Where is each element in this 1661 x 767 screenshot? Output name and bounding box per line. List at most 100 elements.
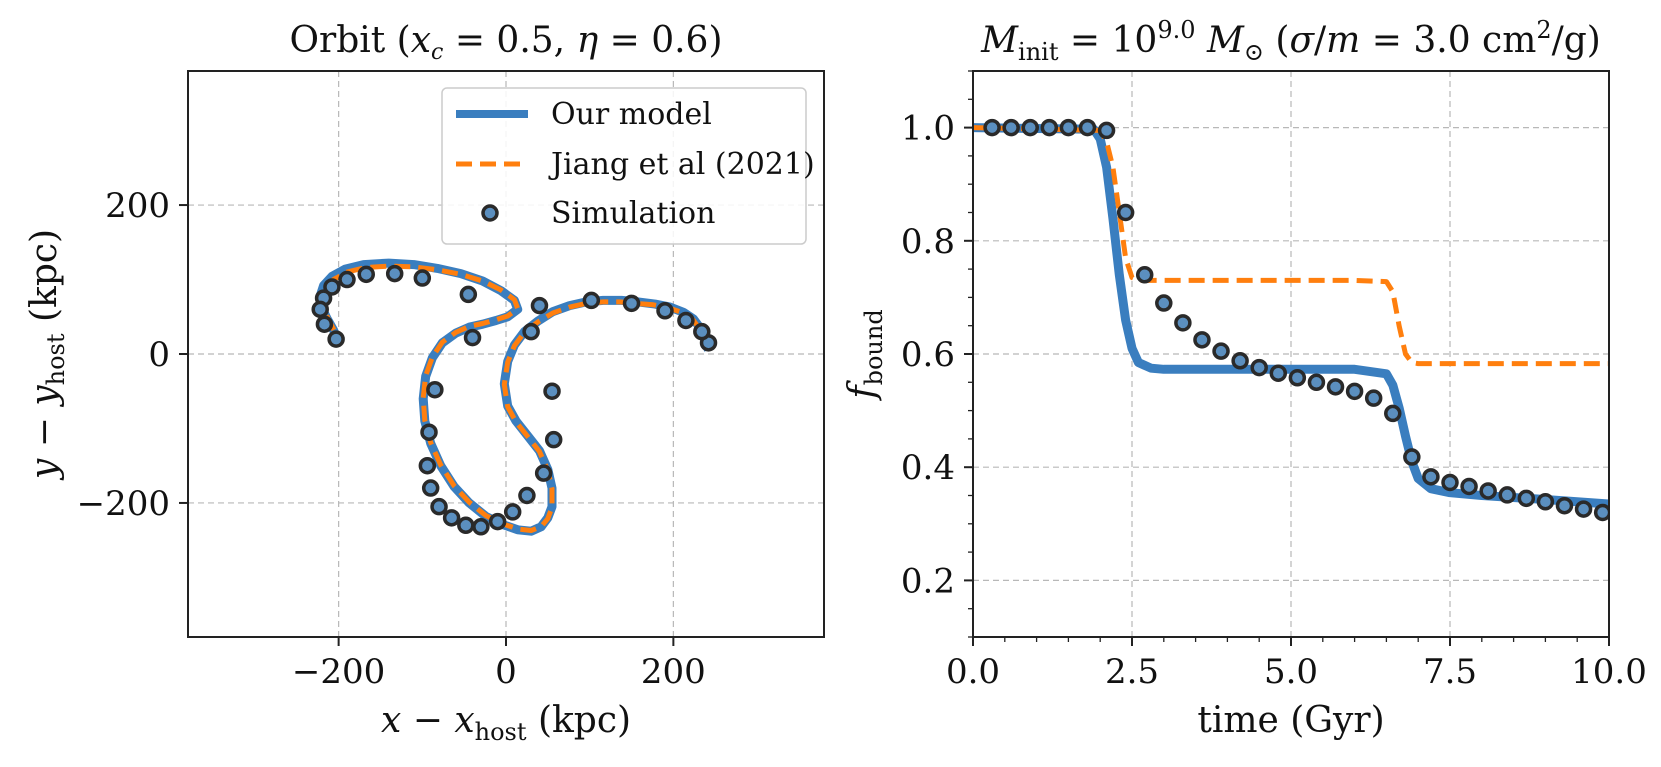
orbit-ytick-label: −200 [77,484,170,524]
fbound-ytick-label: 0.2 [901,561,955,601]
orbit-simulation-point [472,518,490,536]
fbound-simulation-point [1498,486,1516,504]
orbit-simulation-point [311,300,329,319]
fbound-series [973,118,1609,522]
fbound-title: Minit = 109.0 M⊙ (σ/m = 3.0 cm2/g) [980,16,1601,66]
fbound-xtick-label: 10.0 [1571,652,1647,692]
orbit-ytick-label: 0 [148,335,170,375]
fbound-ylabel: fbound [842,309,888,401]
orbit-simulation-point [357,265,375,284]
fbound-xtick-label: 2.5 [1105,652,1159,692]
orbit-ticks: −200 0 200 −200 0 200 [77,186,706,692]
orbit-simulation-point [544,430,563,449]
orbit-simulation-point [543,382,561,400]
orbit-simulation-point [385,264,404,283]
fbound-simulation-point [1116,203,1135,222]
fbound-simulation-point [1193,331,1211,349]
fbound-simulation-point [1460,477,1478,496]
fbound-ytick-label: 1.0 [901,109,955,149]
orbit-simulation-point [518,486,536,505]
orbit-title: Orbit (xc = 0.5, η = 0.6) [289,20,722,65]
fbound-ytick-label: 0.4 [901,448,955,488]
fbound-simulation-point [1288,369,1307,387]
fbound-simulation-point [1536,492,1555,511]
orbit-jiang-et-al-2021-line [319,263,710,533]
orbit-simulation-point [459,285,478,304]
fbound-simulation-point [1059,118,1078,137]
fbound-jiang-et-al-2021-line [973,125,1609,367]
orbit-xtick-label: 0 [495,652,517,692]
orbit-ytick-label: 200 [105,186,170,226]
fbound-simulation-point [1593,503,1609,522]
orbit-simulation-point [503,503,522,521]
fbound-xtick-label: 7.5 [1423,652,1477,692]
orbit-simulation-point [693,322,711,341]
orbit-simulation-point [338,270,356,289]
fbound-simulation-point [1403,448,1421,466]
orbit-xtick-label: −200 [292,652,385,692]
fbound-simulation-point [1555,496,1574,515]
fbound-xlabel: time (Gyr) [1197,700,1384,741]
fbound-ytick-label: 0.6 [901,335,955,375]
fbound-simulation-point [1422,468,1440,486]
orbit-simulation-point [522,322,540,341]
orbit-simulation-point [442,509,461,527]
orbit-simulation-point [430,497,448,516]
fbound-simulation-point [1441,473,1459,492]
fbound-xtick-label: 5.0 [1264,652,1318,692]
orbit-simulation-point [677,311,695,330]
fbound-simulation-point [1364,389,1383,407]
fbound-simulation-point [1212,342,1230,360]
fbound-simulation-point [983,118,1001,137]
orbit-simulation-point [418,456,437,475]
fbound-simulation-point [1479,482,1497,500]
fbound-simulation-point [1174,314,1192,332]
orbit-xtick-label: 200 [641,652,706,692]
orbit-simulation-point [327,330,345,348]
fbound-simulation-point [1002,118,1020,137]
fbound-our-model-line [973,123,1609,509]
legend-box [441,87,807,245]
fbound-ticks: 0.0 2.5 5.0 7.5 10.0 0.2 0.4 0.6 0.8 1.0 [901,70,1647,692]
fbound-simulation-point [1040,118,1059,137]
fbound-simulation-point [1250,358,1268,377]
orbit-simulation-point [420,423,438,441]
fbound-simulation-point [1097,121,1116,140]
fbound-simulation-point [1021,118,1039,137]
fbound-xtick-label: 0.0 [946,652,1000,692]
fbound-simulation-point [1517,489,1536,508]
fbound-simulation-point [1574,500,1593,518]
orbit-simulation-point [488,512,507,531]
orbit-xlabel: x − xhost (kpc) [381,700,631,746]
fbound-simulation-point [1135,266,1154,284]
legend-marker-simulation [481,204,499,222]
fbound-ytick-label: 0.8 [901,222,955,262]
orbit-legend: Our model Jiang et al (2021) Simulation [441,87,815,245]
orbit-simulation-point [426,380,444,399]
orbit-simulation-point [323,278,341,296]
orbit-simulation-point [622,294,641,313]
fbound-simulation-point [1078,118,1097,137]
orbit-series [311,258,718,536]
fbound-simulation-point [1326,378,1345,396]
fbound-grid [972,71,1610,637]
orbit-simulation-point [421,479,440,497]
fbound-panel: 0.0 2.5 5.0 7.5 10.0 0.2 0.4 0.6 0.8 1.0 Minit = … [842,16,1647,741]
orbit-simulation-point [315,315,334,333]
orbit-simulation-point [530,296,549,315]
orbit-simulation-point [582,291,601,310]
fbound-simulation-point [1231,352,1249,370]
legend-label-our-model: Our model [551,97,712,132]
orbit-simulation-point [534,464,553,482]
orbit-simulation-point [457,516,475,535]
orbit-simulation-point [463,328,482,347]
fbound-simulation-point [1307,373,1326,392]
fbound-simulation-point [1384,404,1402,423]
fbound-simulation-point [1345,382,1364,401]
fbound-simulation-point [1269,364,1288,382]
orbit-ylabel: y − yhost (kpc) [24,229,70,481]
legend-label-jiang: Jiang et al (2021) [548,147,815,182]
orbit-panel: −200 0 200 −200 0 200 Orbit (xc = 0.5, η = 0.… [24,20,825,746]
fbound-simulation-point [1155,294,1173,312]
